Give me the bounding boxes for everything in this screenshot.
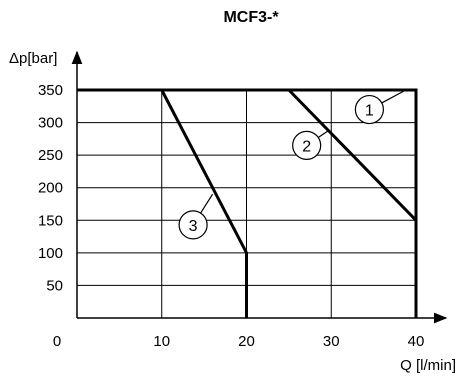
marker-label-1: 1 <box>365 103 374 120</box>
y-tick-label-50: 50 <box>46 277 63 294</box>
y-tick-label-200: 200 <box>38 180 63 197</box>
series-markers: 1 2 3 <box>178 89 407 240</box>
series-layer <box>77 88 418 318</box>
marker-label-2: 2 <box>302 138 311 155</box>
series-line-2 <box>287 88 418 222</box>
marker-leader-3 <box>200 193 214 214</box>
marker-circle-3 <box>178 210 208 240</box>
x-tick-label-30: 30 <box>323 333 340 350</box>
tick-labels: 50 100 150 200 250 300 350 0 10 20 30 40 <box>38 82 424 350</box>
y-tick-label-250: 250 <box>38 147 63 164</box>
series-line-1 <box>77 88 418 318</box>
y-axis-label: Δp[bar] <box>9 50 57 67</box>
marker-circle-2 <box>292 130 322 160</box>
x-tick-label-40: 40 <box>408 333 425 350</box>
x-tick-label-10: 10 <box>153 333 170 350</box>
marker-label-3: 3 <box>189 218 198 235</box>
marker-leader-1 <box>381 89 407 104</box>
y-tick-label-300: 300 <box>38 115 63 132</box>
marker-circle-1 <box>354 94 384 125</box>
x-tick-label-20: 20 <box>238 333 255 350</box>
series-line-3 <box>160 89 248 318</box>
y-tick-label-150: 150 <box>38 212 63 229</box>
y-tick-label-100: 100 <box>38 245 63 262</box>
marker-leader-2 <box>317 130 329 139</box>
axes <box>71 50 448 324</box>
chart-title: MCF3-* <box>223 9 279 26</box>
y-tick-label-350: 350 <box>38 82 63 99</box>
x-tick-label-0: 0 <box>53 333 61 350</box>
x-axis-label: Q [l/min] <box>400 357 456 374</box>
